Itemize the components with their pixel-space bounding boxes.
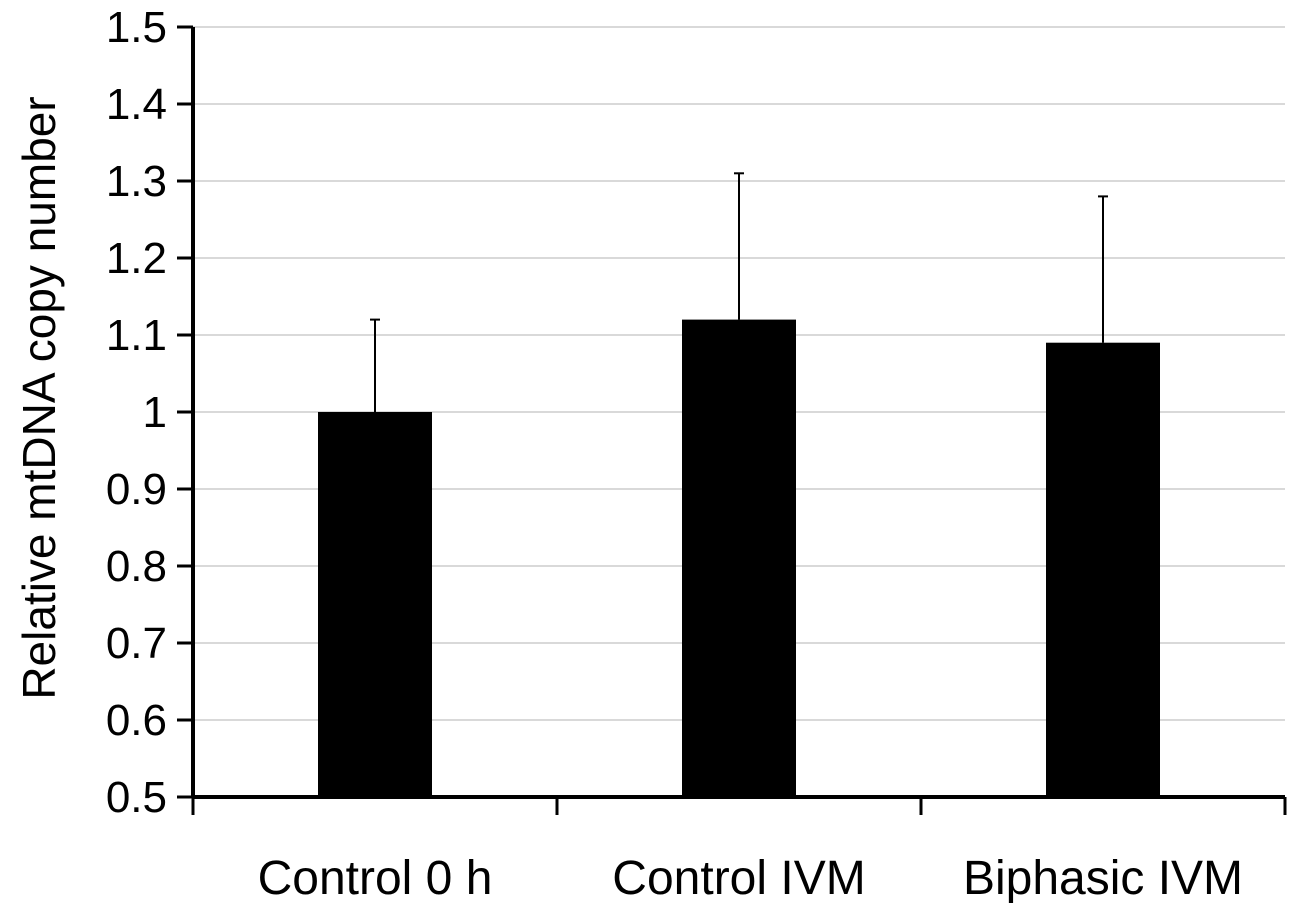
x-category-labels: Control 0 h Control IVM Biphasic IVM: [258, 852, 1243, 903]
bar: [318, 412, 432, 797]
y-tick-label: 0.6: [106, 696, 167, 745]
y-tick-label: 1: [143, 388, 167, 437]
x-category-label: Control IVM: [612, 852, 865, 903]
y-tick-label: 1.5: [106, 3, 167, 52]
y-tick-label: 0.7: [106, 619, 167, 668]
bar: [1046, 342, 1160, 797]
axes: [177, 25, 1287, 815]
bars: [318, 319, 1160, 797]
y-tick-label: 1.1: [106, 311, 167, 360]
bar: [682, 319, 796, 797]
y-tick-label: 1.4: [106, 80, 167, 129]
y-tick-label: 0.9: [106, 465, 167, 514]
x-category-label: Biphasic IVM: [963, 852, 1243, 903]
y-tick-label: 0.8: [106, 542, 167, 591]
y-tick-label: 1.3: [106, 157, 167, 206]
y-axis-title: Relative mtDNA copy number: [13, 96, 65, 699]
y-tick-labels: 0.5 0.6 0.7 0.8 0.9 1 1.1 1.2 1.3 1.4 1.5: [106, 3, 167, 822]
x-category-label: Control 0 h: [258, 852, 493, 903]
error-bars: [370, 172, 1108, 412]
y-tick-label: 0.5: [106, 773, 167, 822]
y-tick-label: 1.2: [106, 234, 167, 283]
